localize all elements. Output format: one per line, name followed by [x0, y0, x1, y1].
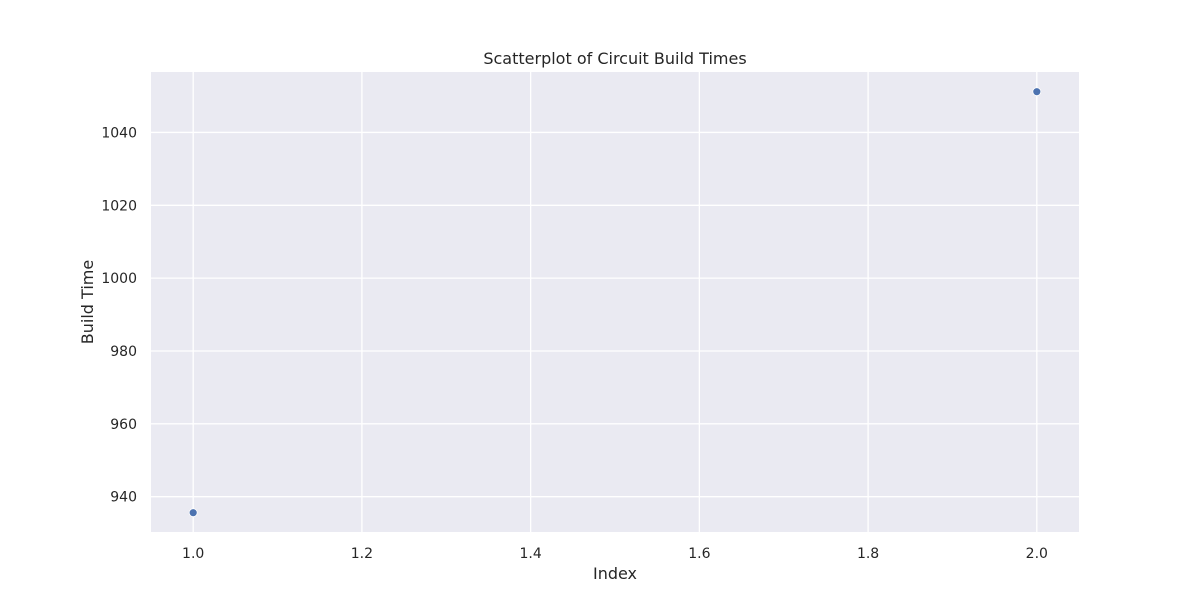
y-tick-labels: 940 960 980 1000 1020 1040 — [101, 125, 137, 505]
y-axis-label: Build Time — [78, 260, 97, 344]
scatter-point — [188, 508, 198, 518]
x-tick-labels: 1.0 1.2 1.4 1.6 1.8 2.0 — [182, 546, 1048, 562]
y-tick-label: 940 — [110, 490, 137, 506]
x-tick-label: 1.6 — [688, 546, 710, 562]
x-tick-label: 1.8 — [857, 546, 879, 562]
y-tick-label: 960 — [110, 417, 137, 433]
x-tick-label: 1.0 — [182, 546, 204, 562]
x-tick-label: 1.4 — [520, 546, 542, 562]
x-axis-label: Index — [593, 564, 637, 583]
grid-lines — [151, 72, 1079, 532]
data-points — [188, 87, 1042, 518]
chart-title: Scatterplot of Circuit Build Times — [483, 49, 746, 68]
y-tick-label: 1040 — [101, 125, 137, 141]
y-tick-label: 1020 — [101, 198, 137, 214]
plot-area — [151, 72, 1079, 532]
x-tick-label: 2.0 — [1026, 546, 1048, 562]
y-tick-label: 980 — [110, 344, 137, 360]
x-tick-label: 1.2 — [351, 546, 373, 562]
y-tick-label: 1000 — [101, 271, 137, 287]
scatter-point — [1032, 87, 1042, 97]
